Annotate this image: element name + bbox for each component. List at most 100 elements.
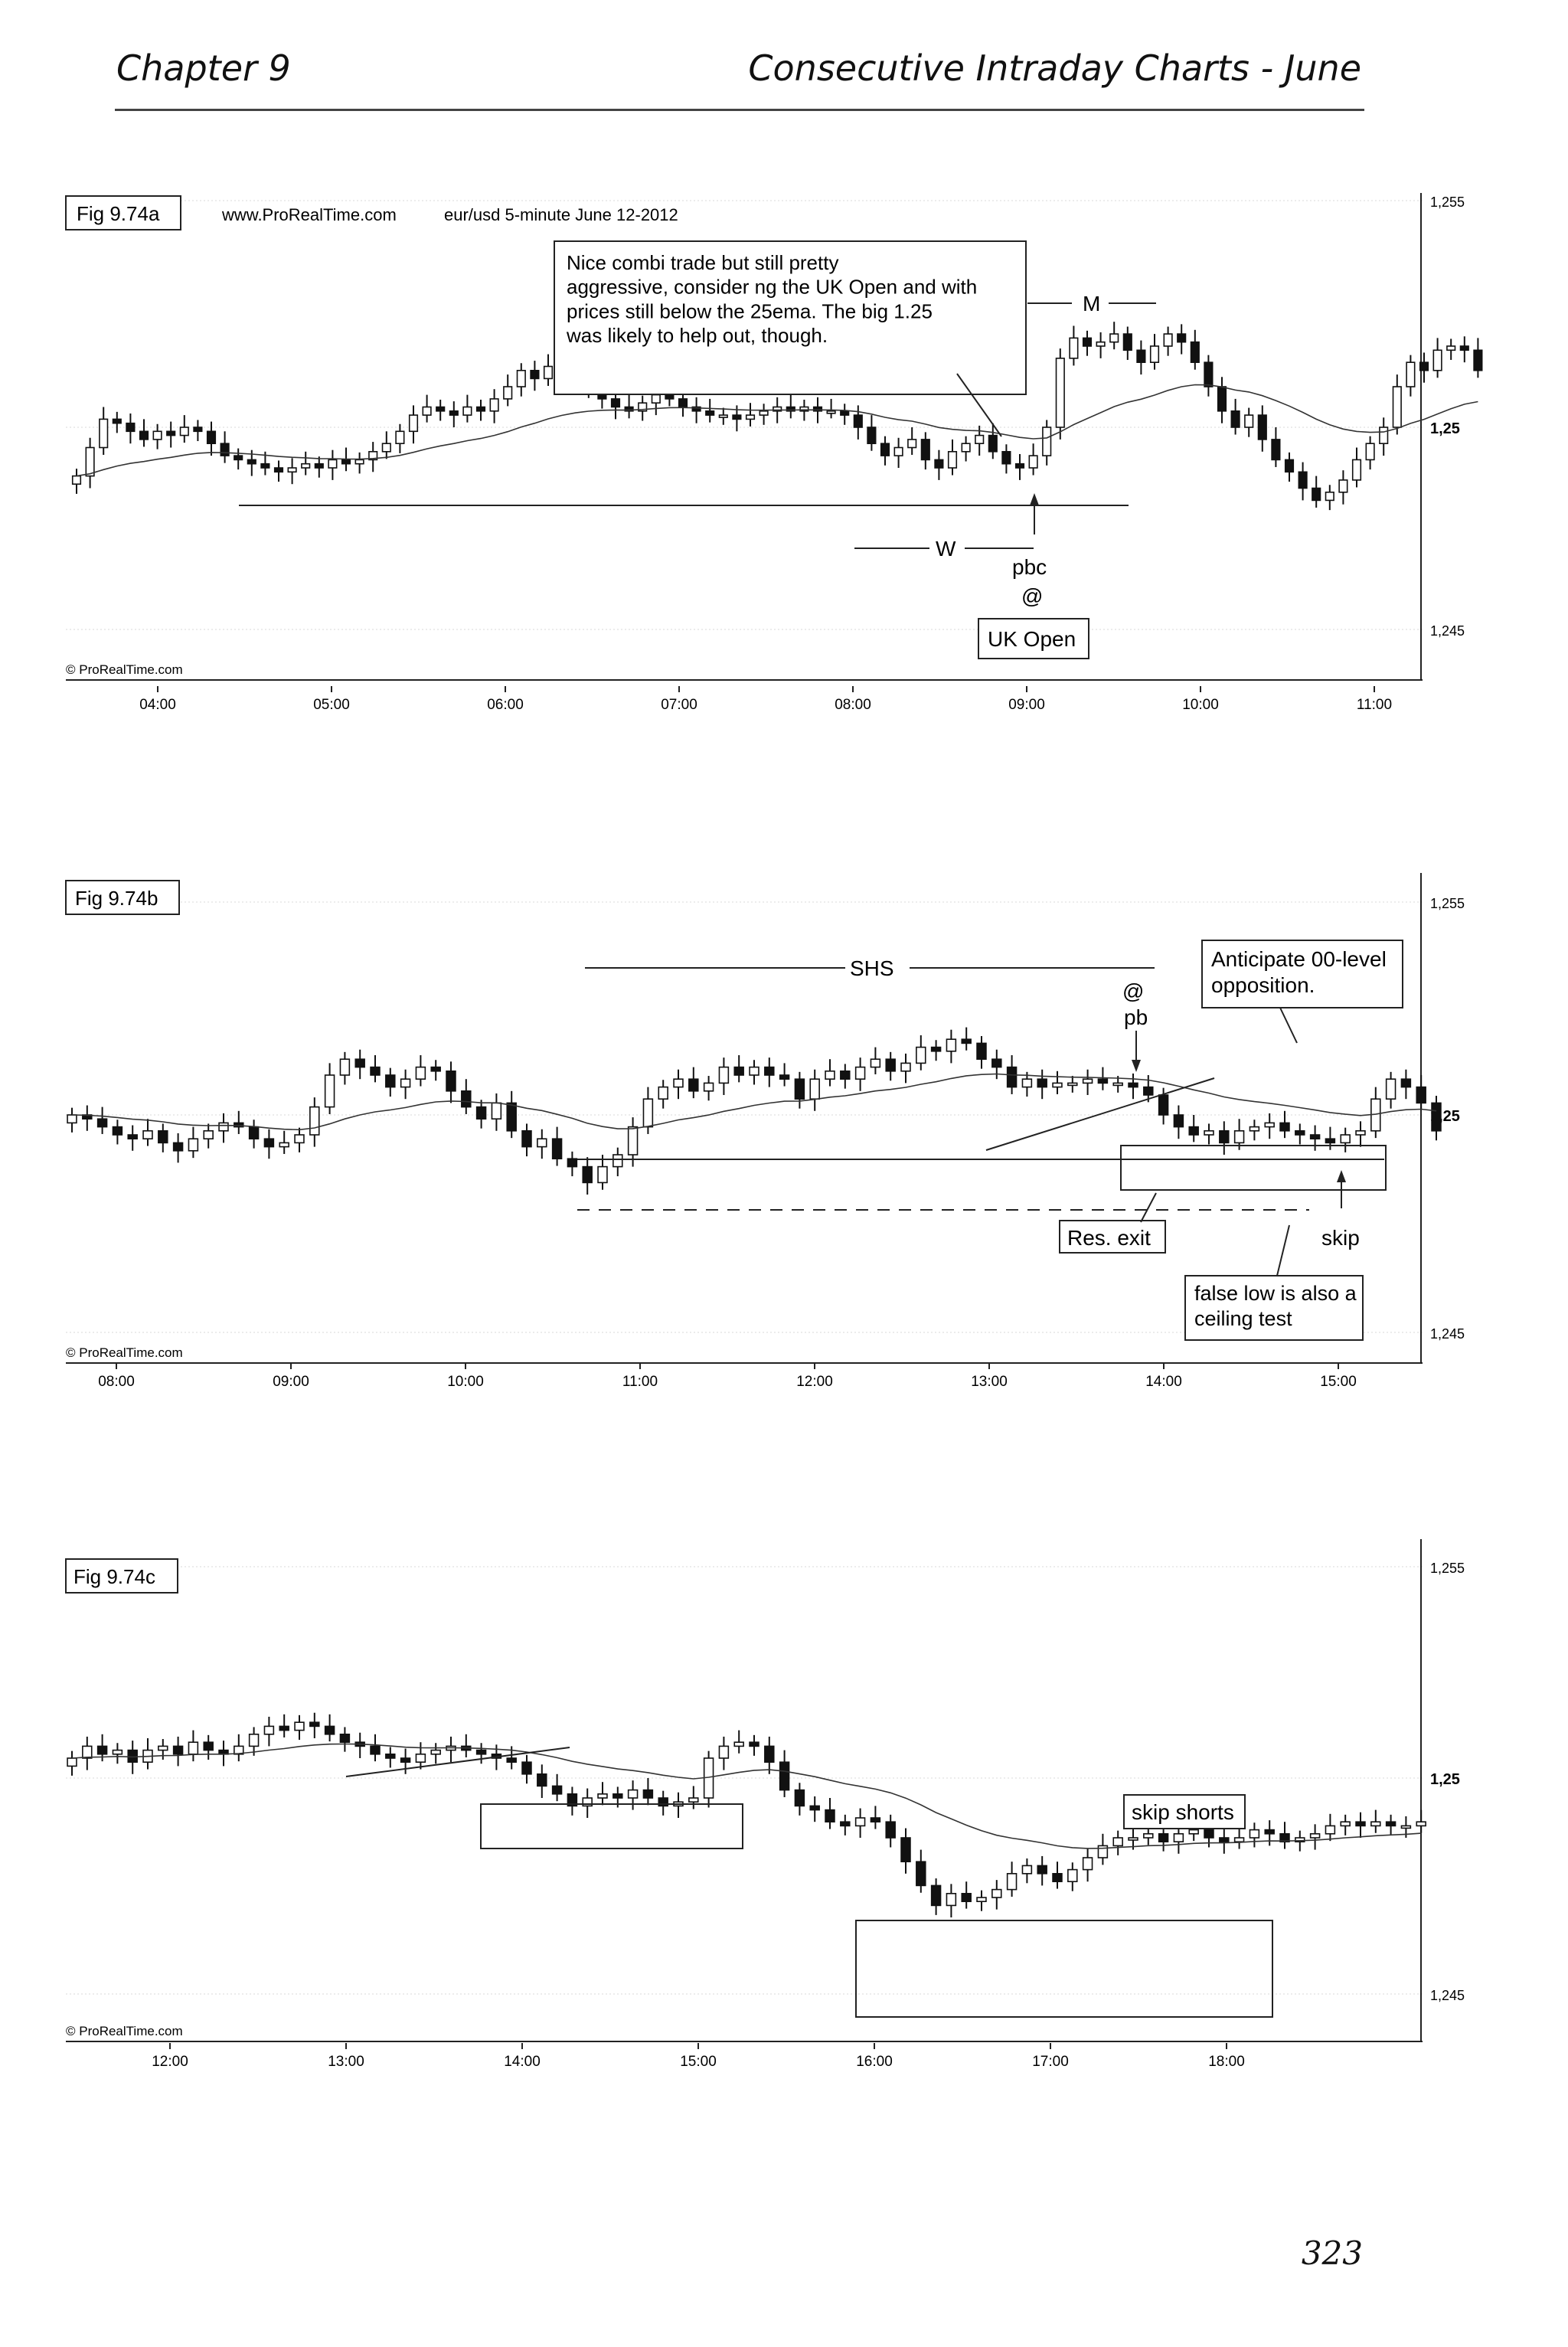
candle-body — [96, 1118, 108, 1128]
x-tick-label: 08:00 — [98, 1374, 135, 1390]
x-tick-label: 10:00 — [447, 1374, 484, 1390]
candle-body — [436, 406, 446, 412]
candle-body — [430, 1066, 441, 1072]
candle-body — [1128, 1837, 1138, 1841]
candle-body — [112, 418, 122, 424]
candle-body — [688, 1078, 699, 1092]
candle-body — [916, 1861, 926, 1887]
candle-body — [1473, 349, 1483, 371]
candle-body — [638, 402, 648, 412]
chart-subtitle: eur/usd 5-minute June 12-2012 — [444, 205, 678, 224]
candle-body — [339, 1734, 351, 1744]
annotations: skip shorts — [345, 1747, 1273, 2018]
candle-body — [446, 1070, 456, 1092]
candle-body — [247, 459, 256, 465]
candle-body — [491, 1102, 502, 1120]
candle-body — [385, 1753, 396, 1759]
candle-body — [1217, 386, 1227, 412]
candle-body — [597, 1165, 608, 1184]
candle-body — [840, 410, 850, 416]
candle-body — [385, 1074, 396, 1088]
x-tick-label: 08:00 — [835, 697, 871, 713]
candle-body — [1055, 358, 1065, 428]
candle-body — [658, 1797, 668, 1807]
candle-body — [1233, 1837, 1245, 1842]
candle-body — [893, 446, 903, 456]
candle-body — [1006, 1872, 1018, 1891]
candle-body — [779, 1074, 790, 1080]
candle-body — [1082, 1078, 1093, 1084]
candle-body — [279, 1142, 289, 1148]
chart-fig-9-74c: Fig 9.74c © ProRealTime.com 1,255 1,25 1… — [65, 1539, 1465, 2070]
candle-body — [651, 394, 661, 404]
chart-fig-9-74b: Fig 9.74b © ProRealTime.com 1,255 1,25 1… — [65, 873, 1465, 1390]
candle-body — [1338, 479, 1348, 493]
candle-body — [1173, 1832, 1184, 1842]
candle-body — [1392, 386, 1402, 428]
candle-body — [381, 443, 391, 453]
candle-body — [530, 370, 540, 380]
candle-body — [1204, 1129, 1214, 1136]
candle-body — [1219, 1129, 1230, 1144]
candle-body — [1340, 1134, 1351, 1144]
candle-body — [354, 1058, 365, 1068]
candle-body — [234, 1122, 244, 1128]
candle-body — [248, 1734, 260, 1747]
candle-body — [462, 406, 472, 416]
candle-body — [1298, 471, 1308, 489]
candle-body — [341, 459, 351, 465]
candle-body — [158, 1129, 168, 1144]
figure-label: Fig 9.74b — [75, 887, 158, 910]
copyright: © ProRealTime.com — [66, 662, 183, 677]
candle-body — [749, 1741, 760, 1747]
candle-body — [1021, 1865, 1033, 1875]
candle-body — [900, 1837, 911, 1863]
candle-body — [1136, 349, 1146, 364]
candle-body — [1379, 427, 1389, 445]
candle-body — [188, 1138, 199, 1152]
range-box — [855, 1920, 1273, 2018]
candle-body — [324, 1725, 335, 1735]
y-tick: 1,255 — [1430, 896, 1465, 911]
candle-body — [1279, 1832, 1290, 1842]
candle-body — [1264, 1122, 1275, 1128]
y-tick: 1,25 — [1430, 420, 1460, 437]
candle-body — [1309, 1832, 1321, 1839]
candle-body — [627, 1126, 639, 1156]
candle-body — [430, 1749, 441, 1755]
candle-body — [582, 1797, 593, 1807]
candle-body — [1097, 1845, 1109, 1858]
candle-body — [1400, 1078, 1412, 1088]
candle-body — [947, 450, 958, 469]
candle-body — [1188, 1126, 1199, 1136]
candle-body — [678, 398, 688, 408]
candle-body — [475, 1106, 487, 1120]
candle-body — [1340, 1821, 1351, 1827]
candle-body — [597, 1793, 608, 1799]
candle-body — [627, 1789, 639, 1799]
candle-body — [673, 1078, 684, 1088]
candle-body — [1416, 1086, 1426, 1104]
x-tick-label: 15:00 — [680, 2054, 717, 2070]
chapter-title: Consecutive Intraday Charts - June — [748, 47, 1361, 89]
candle-body — [85, 446, 95, 477]
candle-body — [234, 455, 243, 461]
candle-body — [732, 414, 742, 420]
candle-body — [705, 410, 715, 416]
candle-body — [1312, 487, 1321, 502]
candle-body — [370, 1066, 381, 1076]
at-label: @ — [1021, 584, 1043, 608]
candle-body — [825, 1809, 835, 1823]
candle-body — [1204, 361, 1214, 387]
candle-body — [152, 430, 162, 440]
candle-body — [976, 1897, 987, 1902]
candle-body — [1325, 1138, 1336, 1144]
candle-body — [260, 463, 270, 469]
ema-line — [71, 1743, 1422, 1849]
candle-body — [503, 386, 513, 400]
candle-body — [809, 1078, 820, 1100]
candle-body — [415, 1066, 426, 1080]
anticipate-note: Anticipate 00-level opposition. — [1211, 947, 1387, 997]
candle-body — [206, 430, 217, 444]
x-tick-label: 14:00 — [1145, 1374, 1182, 1390]
